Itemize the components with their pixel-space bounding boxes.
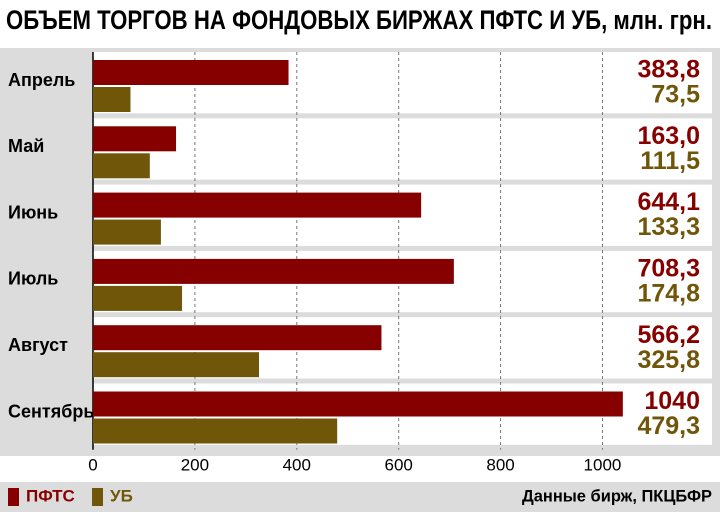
bar: [93, 219, 161, 245]
bar: [93, 285, 183, 311]
bar: [93, 418, 338, 444]
value-label: 174,8: [637, 280, 700, 308]
bar: [93, 192, 422, 218]
y-tick-label: Август: [8, 335, 68, 355]
x-tick-label: 800: [486, 455, 514, 474]
x-tick-label: 1000: [584, 455, 622, 474]
bar: [93, 258, 454, 284]
bar: [93, 60, 289, 85]
y-tick-label: Июнь: [8, 202, 58, 222]
x-tick-label: 400: [283, 455, 311, 474]
bar: [93, 153, 150, 179]
legend-label: ПФТС: [26, 486, 75, 505]
x-tick-label: 0: [88, 455, 97, 474]
value-label: 325,8: [637, 346, 700, 374]
value-label: 644,1: [637, 188, 700, 216]
value-label: 383,8: [637, 56, 700, 84]
y-tick-label: Апрель: [8, 70, 75, 90]
bar: [93, 391, 623, 417]
row-box: [93, 118, 712, 180]
bar: [93, 352, 259, 378]
y-tick-label: Июль: [8, 269, 58, 289]
legend-swatch: [8, 488, 19, 506]
value-label: 133,3: [637, 213, 700, 241]
legend-bar: [0, 482, 720, 512]
x-tick-label: 600: [384, 455, 412, 474]
legend-label: УБ: [110, 486, 133, 505]
value-label: 479,3: [637, 412, 700, 440]
legend-swatch: [92, 488, 103, 506]
value-label: 163,0: [637, 122, 700, 150]
bar: [93, 87, 131, 112]
chart-title: ОБЪЕМ ТОРГОВ НА ФОНДОВЫХ БИРЖАХ ПФТС И У…: [6, 5, 712, 35]
y-tick-label: Май: [8, 136, 44, 156]
value-label: 1040: [644, 387, 700, 415]
value-label: 566,2: [637, 321, 700, 349]
source: Данные бирж, ПКЦБФР: [522, 486, 712, 505]
value-label: 111,5: [640, 147, 700, 175]
y-tick-label: Сентябрь: [8, 401, 94, 421]
value-label: 73,5: [651, 81, 700, 109]
bar: [93, 325, 382, 351]
value-label: 708,3: [637, 255, 700, 283]
x-tick-label: 200: [181, 455, 209, 474]
bar: [93, 126, 177, 152]
